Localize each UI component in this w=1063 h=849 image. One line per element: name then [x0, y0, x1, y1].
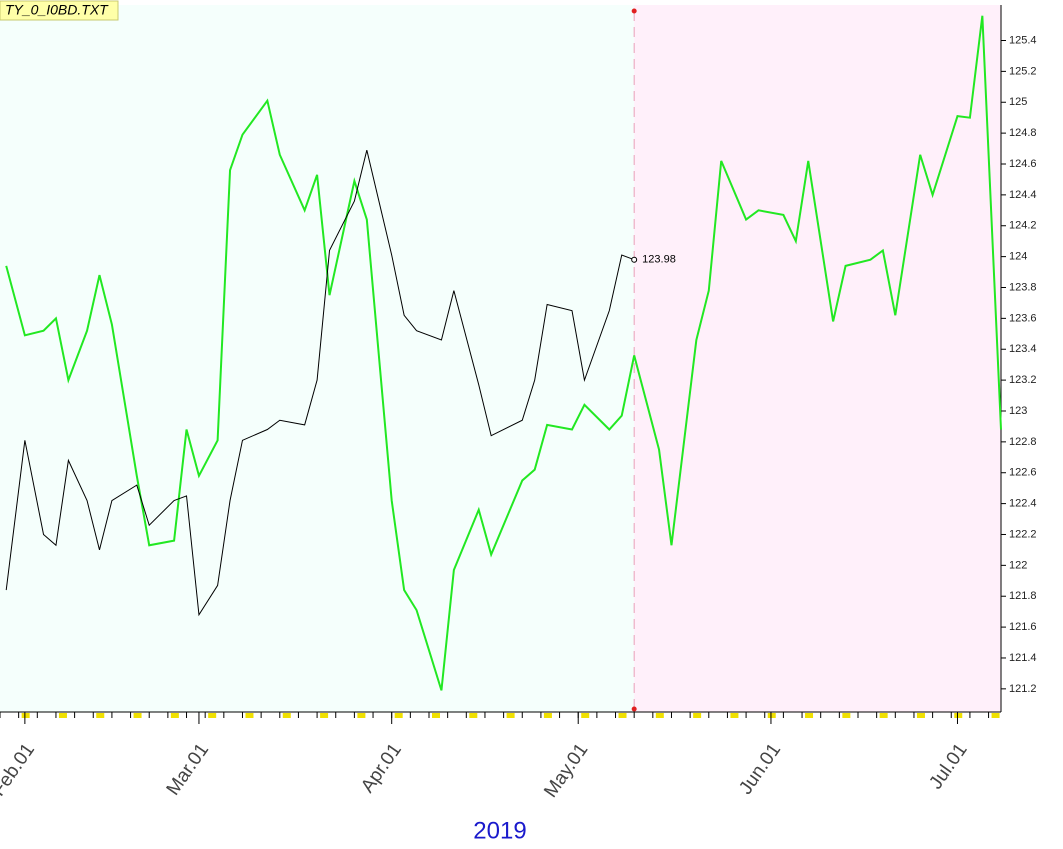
- x-minor-marker: [879, 713, 888, 718]
- y-tick-label: 124.6: [1009, 158, 1037, 170]
- x-minor-marker: [394, 713, 403, 718]
- year-label: 2019: [473, 817, 526, 844]
- x-minor-marker: [581, 713, 590, 718]
- y-tick-label: 122.8: [1009, 436, 1037, 448]
- x-minor-marker: [730, 713, 739, 718]
- x-tick-label: Apr.01: [357, 740, 406, 797]
- x-tick-label: Mar.01: [163, 740, 214, 800]
- y-tick-label: 124.4: [1009, 189, 1037, 201]
- x-minor-marker: [655, 713, 664, 718]
- x-minor-marker: [469, 713, 478, 718]
- y-tick-label: 124.2: [1009, 220, 1037, 232]
- history-background: [0, 5, 635, 712]
- x-minor-marker: [991, 713, 1000, 718]
- y-tick-label: 122.6: [1009, 467, 1037, 479]
- split-marker: [631, 8, 637, 14]
- x-minor-marker: [506, 713, 515, 718]
- price-line: [5, 15, 1002, 691]
- x-minor-marker: [842, 713, 851, 718]
- x-minor-marker: [96, 713, 105, 718]
- x-minor-marker: [245, 713, 254, 718]
- price-line: [5, 149, 635, 617]
- x-minor-marker: [170, 713, 179, 718]
- last-value-label: 123.98: [642, 254, 676, 266]
- y-tick-label: 124: [1009, 251, 1027, 263]
- x-minor-marker: [805, 713, 814, 718]
- x-tick-label: Jun.01: [735, 740, 785, 799]
- x-minor-marker: [432, 713, 440, 718]
- x-minor-marker: [21, 713, 30, 718]
- x-minor-marker: [357, 713, 366, 718]
- y-tick-label: 123: [1009, 405, 1027, 417]
- y-tick-label: 123.8: [1009, 281, 1037, 293]
- y-tick-label: 122.4: [1009, 498, 1037, 510]
- x-minor-marker: [58, 713, 67, 718]
- y-tick-label: 123.4: [1009, 343, 1037, 355]
- y-tick-label: 121.8: [1009, 590, 1037, 602]
- source-box-bg: [0, 0, 119, 21]
- x-minor-marker: [320, 713, 329, 718]
- forecast-background: [634, 5, 1001, 712]
- x-minor-marker: [693, 713, 702, 718]
- y-tick-label: 121.4: [1009, 652, 1037, 664]
- x-minor-marker: [282, 713, 291, 718]
- x-minor-marker: [916, 713, 925, 718]
- y-tick-label: 123.2: [1009, 374, 1037, 386]
- x-tick-label: Feb.01: [0, 740, 39, 801]
- source-box: TY_0_I0BD.TXT: [0, 0, 119, 21]
- y-tick-label: 121.2: [1009, 683, 1037, 695]
- x-minor-marker: [767, 713, 776, 718]
- y-tick-label: 124.8: [1009, 127, 1037, 139]
- x-minor-marker: [543, 713, 552, 718]
- y-tick-label: 122.2: [1009, 528, 1037, 540]
- x-minor-marker: [133, 713, 142, 718]
- y-tick-label: 122: [1009, 559, 1027, 571]
- x-tick-label: Jul.01: [925, 740, 971, 794]
- x-minor-marker: [208, 713, 217, 718]
- y-tick-label: 125.4: [1009, 34, 1037, 46]
- x-minor-marker: [954, 713, 963, 718]
- last-point: [631, 256, 638, 263]
- y-tick-label: 121.6: [1009, 621, 1037, 633]
- x-minor-marker: [618, 713, 627, 718]
- source-label: TY_0_I0BD.TXT: [5, 2, 109, 18]
- split-marker: [631, 706, 637, 712]
- x-tick-label: May.01: [540, 740, 592, 802]
- y-tick-label: 125.2: [1009, 65, 1037, 77]
- y-tick-label: 123.6: [1009, 312, 1037, 324]
- y-tick-label: 125: [1009, 96, 1027, 108]
